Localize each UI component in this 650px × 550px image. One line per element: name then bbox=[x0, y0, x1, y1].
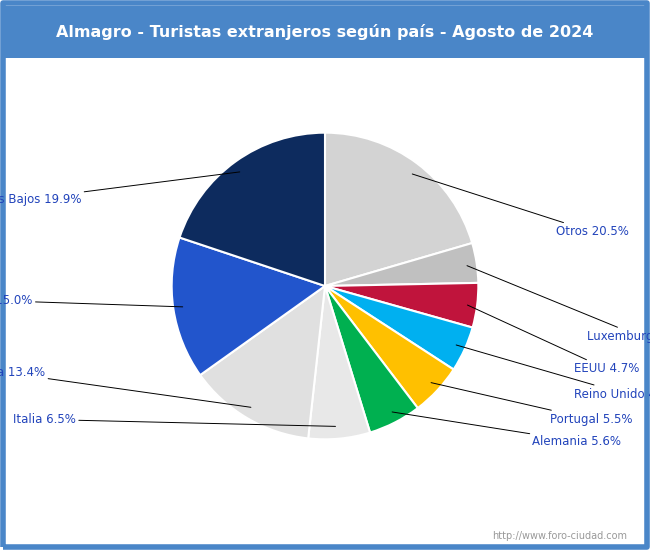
Text: Países Bajos 19.9%: Países Bajos 19.9% bbox=[0, 172, 240, 206]
Wedge shape bbox=[200, 286, 325, 438]
Wedge shape bbox=[308, 286, 370, 439]
Text: Alemania 5.6%: Alemania 5.6% bbox=[392, 412, 621, 448]
Text: Portugal 5.5%: Portugal 5.5% bbox=[431, 383, 633, 426]
Text: Luxemburgo 4.2%: Luxemburgo 4.2% bbox=[467, 266, 650, 343]
Text: http://www.foro-ciudad.com: http://www.foro-ciudad.com bbox=[493, 531, 627, 541]
Text: Reino Unido 4.8%: Reino Unido 4.8% bbox=[456, 345, 650, 401]
Text: EEUU 4.7%: EEUU 4.7% bbox=[467, 305, 640, 376]
Wedge shape bbox=[325, 243, 478, 286]
Wedge shape bbox=[325, 286, 418, 432]
Text: Italia 6.5%: Italia 6.5% bbox=[13, 413, 335, 426]
Wedge shape bbox=[179, 133, 325, 286]
Wedge shape bbox=[172, 238, 325, 375]
Text: Otros 20.5%: Otros 20.5% bbox=[412, 174, 629, 238]
Wedge shape bbox=[325, 286, 454, 408]
Wedge shape bbox=[325, 133, 472, 286]
Text: Suecia 13.4%: Suecia 13.4% bbox=[0, 366, 251, 408]
Wedge shape bbox=[325, 283, 478, 328]
Wedge shape bbox=[325, 286, 473, 370]
Text: Almagro - Turistas extranjeros según país - Agosto de 2024: Almagro - Turistas extranjeros según paí… bbox=[57, 24, 593, 40]
Text: Francia 15.0%: Francia 15.0% bbox=[0, 294, 183, 307]
